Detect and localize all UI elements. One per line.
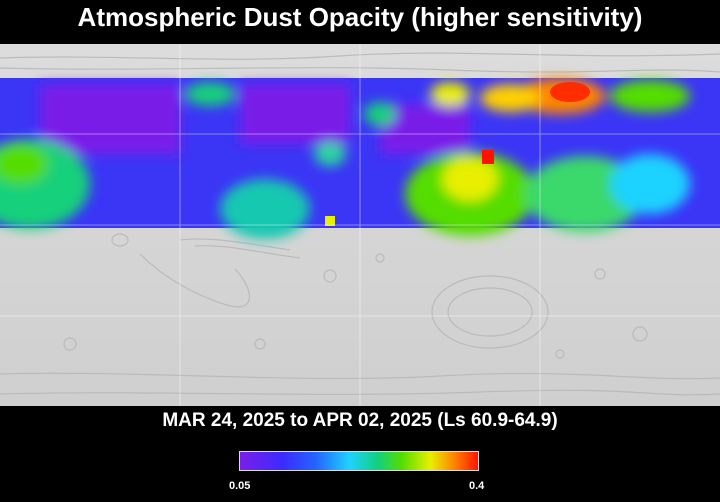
map-canvas <box>0 44 720 406</box>
mars-map <box>0 44 720 406</box>
graticule <box>0 44 720 406</box>
color-scale-max-label: 0.4 <box>469 480 485 492</box>
color-scale-min-label: 0.05 <box>229 480 251 492</box>
terrain-features <box>0 52 720 396</box>
color-scale-bar <box>239 451 479 471</box>
date-range-label: MAR 24, 2025 to APR 02, 2025 (Ls 60.9-64… <box>162 410 558 431</box>
map-title: Atmospheric Dust Opacity (higher sensiti… <box>77 2 643 32</box>
